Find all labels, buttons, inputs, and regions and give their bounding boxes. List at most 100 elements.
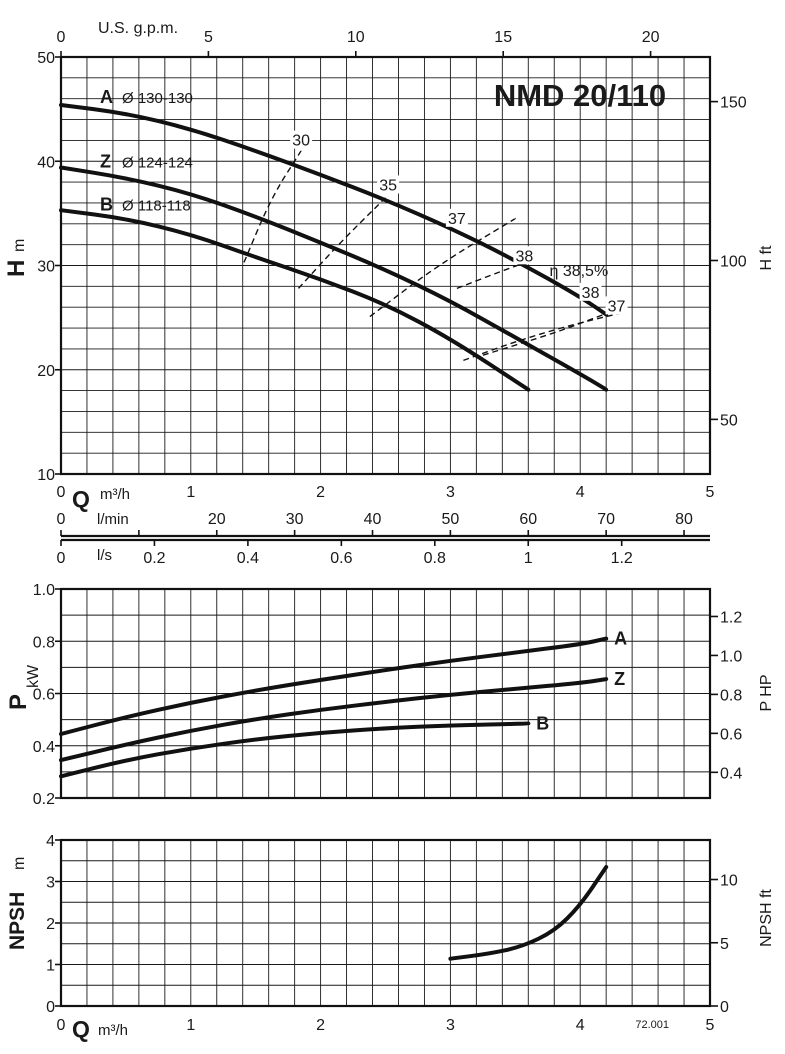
series-label-A: A xyxy=(100,87,113,107)
y-tick-label: 3 xyxy=(46,875,55,892)
chart-title: NMD 20/110 xyxy=(494,78,666,113)
x-tick-label: 5 xyxy=(706,1017,715,1034)
y2-tick-label: 0 xyxy=(720,999,729,1016)
y-tick-label: 20 xyxy=(37,363,55,380)
lmin-tick-label: 20 xyxy=(208,511,226,528)
gpm-tick-label: 10 xyxy=(347,29,365,46)
head-chart: 10 20 30 40 50 50 100 150 0 1 2 3 4 5 0 5 10 15 20 A Ø 1… xyxy=(3,20,775,512)
ls-tick-label: 1.2 xyxy=(611,550,633,567)
npsh-grid xyxy=(61,840,710,1006)
y-tick-label: 0.6 xyxy=(33,687,55,704)
head-y-ticks: 10 20 30 40 50 xyxy=(37,50,61,484)
efficiency-curve-38 xyxy=(456,259,533,290)
power-y-label: P xyxy=(5,694,32,710)
lmin-tick-label: 40 xyxy=(364,511,382,528)
efficiency-label-35: 35 xyxy=(379,177,397,194)
gpm-axis-ticks: 0 5 10 15 20 xyxy=(57,29,660,57)
power-label-Z: Z xyxy=(614,669,625,689)
power-curve-A xyxy=(59,636,609,736)
power-y-unit: kW xyxy=(25,664,42,688)
x-tick-label: 1 xyxy=(186,1017,195,1034)
lmin-tick-label: 60 xyxy=(519,511,537,528)
ls-tick-label: 0.2 xyxy=(143,550,165,567)
lmin-axis-label: l/min xyxy=(97,511,129,528)
head-x-label: Q xyxy=(72,486,90,512)
npsh-y2-ticks: 0 5 10 xyxy=(710,873,738,1016)
lmin-axis-ticks: 0 20 30 40 50 60 70 80 xyxy=(57,511,693,536)
y-tick-label: 50 xyxy=(37,50,55,67)
head-y-label: H xyxy=(3,260,30,277)
npsh-y-unit: m xyxy=(11,857,28,870)
efficiency-label-bg xyxy=(605,296,628,315)
power-y2-ticks: 0.4 0.6 0.8 1.0 1.2 xyxy=(710,609,742,782)
head-grid xyxy=(61,57,710,474)
ls-axis-ticks: 0 0.2 0.4 0.6 0.8 1 1.2 xyxy=(57,540,633,567)
y2-tick-label: 0.4 xyxy=(720,765,742,782)
series-label-Z: Z xyxy=(100,152,111,172)
y2-tick-label: 100 xyxy=(720,253,747,270)
efficiency-label-38: 38 xyxy=(515,248,533,265)
npsh-curves xyxy=(448,865,609,961)
lmin-tick-label: 50 xyxy=(441,511,459,528)
head-curve-B xyxy=(59,208,531,392)
ls-tick-label: 0.6 xyxy=(330,550,352,567)
y-tick-label: 0.8 xyxy=(33,634,55,651)
efficiency-label-bg xyxy=(290,130,313,149)
y-tick-label: 1.0 xyxy=(33,582,55,599)
x-tick-label: 0 xyxy=(57,484,66,501)
npsh-y-label: NPSH xyxy=(6,892,29,950)
npsh-x-label: Q xyxy=(72,1016,90,1042)
head-curves xyxy=(59,103,609,392)
power-chart: 0.2 0.4 0.6 0.8 1.0 0.4 0.6 0.8 1.0 1.2 AZ B P kW… xyxy=(5,582,775,808)
npsh-y2-label: NPSH ft xyxy=(758,889,775,947)
gpm-tick-label: 15 xyxy=(494,29,512,46)
ls-axis-label: l/s xyxy=(97,547,112,564)
ls-tick-label: 0.8 xyxy=(424,550,446,567)
efficiency-curve-35 xyxy=(297,197,387,289)
efficiency-label-37: 37 xyxy=(448,211,466,228)
y2-tick-label: 1.0 xyxy=(720,648,742,665)
series-labels: A Ø 130-130 Z Ø 124-124 B Ø 118-118 xyxy=(100,87,193,214)
efficiency-label-bg xyxy=(445,208,468,227)
head-y2-ticks: 50 100 150 xyxy=(710,95,747,429)
y-tick-label: 4 xyxy=(46,833,55,850)
power-curves xyxy=(59,636,609,779)
y-tick-label: 1 xyxy=(46,958,55,975)
power-label-B: B xyxy=(536,714,549,734)
npsh-y-ticks: 0 1 2 3 4 xyxy=(46,833,61,1016)
gpm-axis-label: U.S. g.p.m. xyxy=(98,20,178,37)
x-tick-label: 2 xyxy=(316,484,325,501)
y-tick-label: 0 xyxy=(46,999,55,1016)
y2-tick-label: 5 xyxy=(720,936,729,953)
efficiency-label-bg xyxy=(579,282,602,301)
lmin-tick-label: 70 xyxy=(597,511,615,528)
x-tick-label: 3 xyxy=(446,484,455,501)
head-curve-Z xyxy=(59,165,609,392)
efficiency-label-38: 38 xyxy=(582,285,600,302)
gpm-tick-label: 0 xyxy=(57,29,66,46)
lmin-tick-label: 0 xyxy=(57,511,66,528)
y-tick-label: 30 xyxy=(37,259,55,276)
power-grid xyxy=(61,589,710,798)
y-tick-label: 40 xyxy=(37,154,55,171)
y-tick-label: 2 xyxy=(46,916,55,933)
power-y-ticks: 0.2 0.4 0.6 0.8 1.0 xyxy=(33,582,61,808)
ls-tick-label: 0.4 xyxy=(237,550,259,567)
y-tick-label: 10 xyxy=(37,467,55,484)
head-y-unit: m xyxy=(11,239,28,252)
x-tick-label: 3 xyxy=(446,1017,455,1034)
drawing-code: 72.001 xyxy=(635,1019,669,1031)
x-tick-label: 2 xyxy=(316,1017,325,1034)
npsh-curve xyxy=(448,865,609,961)
y2-tick-label: 50 xyxy=(720,412,738,429)
efficiency-curve-30 xyxy=(243,150,302,263)
power-label-A: A xyxy=(614,629,627,649)
gpm-tick-label: 5 xyxy=(204,29,213,46)
npsh-x-unit: m³/h xyxy=(98,1022,128,1039)
x-tick-label: 4 xyxy=(576,484,585,501)
y2-tick-label: 0.6 xyxy=(720,726,742,743)
ls-tick-label: 0 xyxy=(57,550,66,567)
ls-tick-label: 1 xyxy=(524,550,533,567)
efficiency-label-30: 30 xyxy=(292,133,310,150)
